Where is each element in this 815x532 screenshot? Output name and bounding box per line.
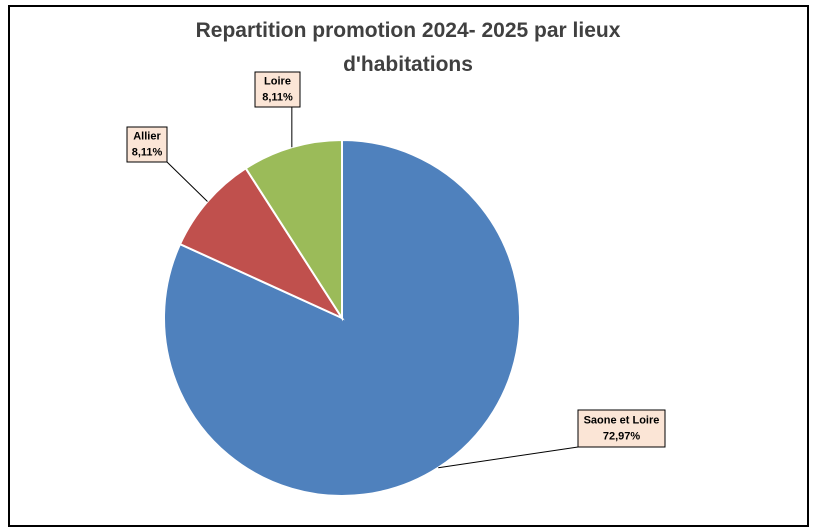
pie-slice bbox=[178, 166, 345, 321]
label-box bbox=[254, 71, 301, 108]
category-label: Loire bbox=[264, 75, 291, 87]
pie-slice bbox=[163, 138, 521, 497]
value-label: 8,11% bbox=[132, 146, 163, 158]
chart-title: Repartition promotion 2024- 2025 par lie… bbox=[195, 19, 621, 76]
label-box bbox=[577, 409, 666, 448]
value-label: 8,11% bbox=[262, 91, 293, 103]
leader-line bbox=[166, 161, 208, 202]
category-label: Saone et Loire bbox=[584, 414, 660, 426]
label-box bbox=[126, 126, 168, 163]
category-label: Allier bbox=[133, 130, 161, 142]
leader-line bbox=[438, 446, 579, 469]
value-label: 72,97% bbox=[603, 430, 641, 442]
